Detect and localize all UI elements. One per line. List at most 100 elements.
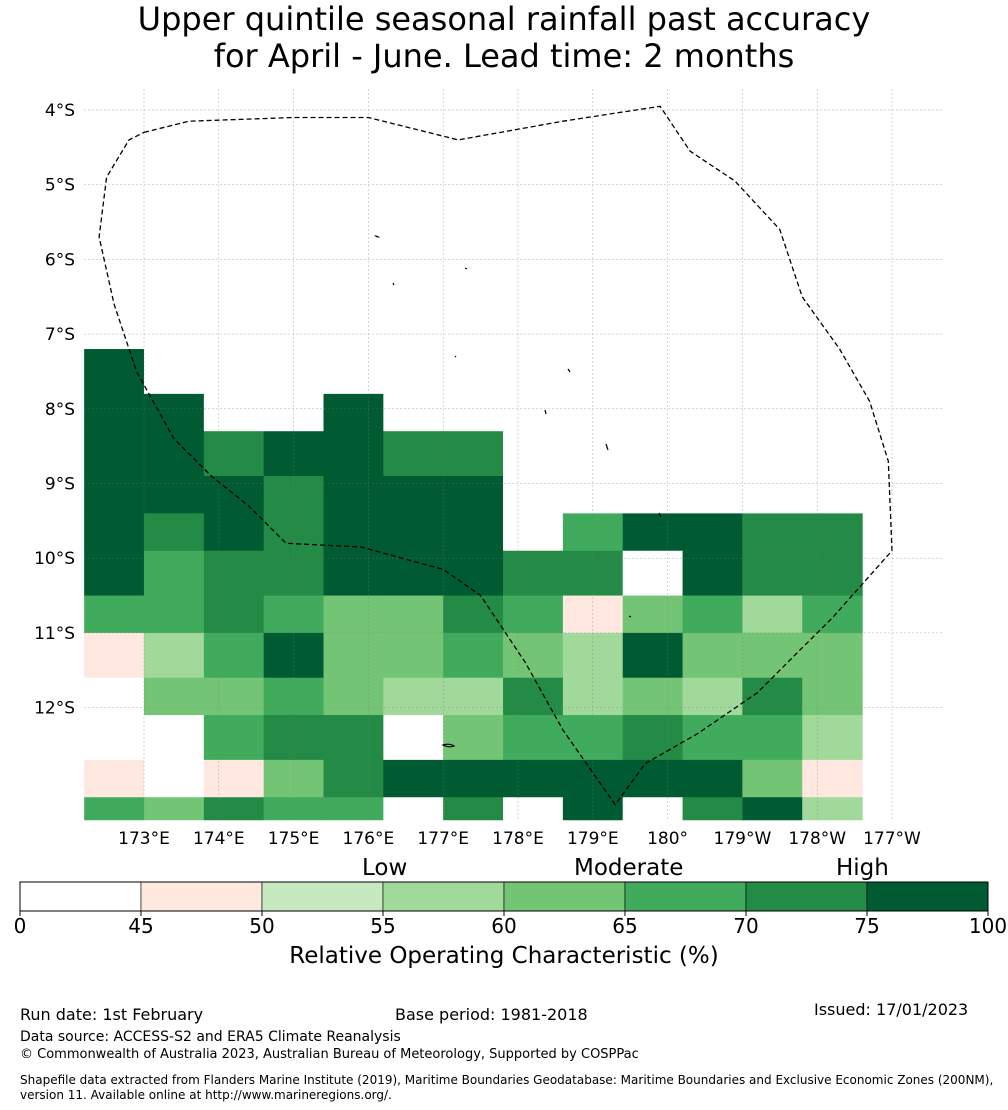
grid-cell [203,759,265,798]
grid-cell [203,595,265,634]
grid-cell [503,715,564,761]
grid-cell [443,476,504,514]
grid-cell [562,89,624,350]
grid-cell [203,797,265,821]
grid-cell [503,797,564,821]
grid-cell [742,349,803,395]
grid-cell [562,476,624,514]
colorbar-tick-label: 70 [733,914,758,938]
grid-cell [622,797,684,821]
latitude-label: 10°S [34,549,75,569]
grid-cell [562,431,624,477]
grid-cell [622,595,684,634]
grid-cell [622,759,684,798]
grid-cell [622,349,684,395]
grid-cell [622,550,684,597]
grid-cell [742,513,803,552]
grid-cell [383,550,444,597]
grid-cell [443,677,504,716]
colorbar: 0 45 50 55 60 65 70 75 100 [14,881,1007,938]
longitude-label: 173°E [118,829,170,849]
grid-cell [323,393,384,432]
grid-cell [383,89,444,350]
grid-cell [383,759,444,798]
colorbar-tick-label: 55 [370,914,395,938]
grid-cell [323,349,384,395]
grid-cell [263,349,325,395]
grid-cell [84,431,145,477]
grid-cell [323,715,384,761]
grid-cell [383,677,444,716]
grid-cell [383,632,444,679]
island-shape [605,443,609,451]
grid-cell [383,513,444,552]
grid-cell [84,476,145,514]
grid-cell [144,677,205,716]
grid-cell [682,431,743,477]
grid-cell [263,595,325,634]
grid-cell [682,393,743,432]
grid-cell [84,550,145,597]
grid-cell [802,632,863,679]
grid-cell [443,632,504,679]
grid-cell [323,89,384,350]
grid-cell [203,89,265,350]
grid-cell [802,677,863,716]
grid-cell [682,797,743,821]
grid-cell [323,632,384,679]
grid-cell [562,595,624,634]
longitude-label: 180° [647,829,688,849]
grid-cell [682,595,743,634]
longitude-labels: 173°E 174°E 175°E 176°E 177°E 178°E 179°E 180° 1… [118,829,921,849]
grid-cell [802,89,863,350]
grid-cell [84,759,145,798]
colorbar-tick-label: 0 [14,914,27,938]
grid-cell [562,677,624,716]
grid-cell [144,89,205,350]
island-shape [464,267,468,270]
grid-cell [263,476,325,514]
colorbar-tick-label: 100 [969,914,1007,938]
grid-cell [263,759,325,798]
grid-cell [323,677,384,716]
grid-cell [742,632,803,679]
latitude-label: 9°S [45,475,75,495]
grid-cell [802,715,863,761]
colorbar-category-moderate: Moderate [574,855,684,881]
colorbar-tick-label: 75 [854,914,879,938]
grid-cell [84,677,145,716]
grid-cell [742,595,803,634]
grid-cell [622,476,684,514]
latitude-labels: 4°S 5°S 6°S 7°S 8°S 9°S 10°S 11°S 12°S [34,101,75,719]
grid-cell [503,476,564,514]
grid-cell [802,431,863,477]
island-shape [441,743,456,748]
latitude-label: 4°S [45,101,75,121]
island-shape [544,409,547,415]
grid-cell [203,550,265,597]
grid-cell [443,797,504,821]
grid-cell [503,349,564,395]
grid-cell [144,513,205,552]
grid-cell [144,759,205,798]
map-title-line-1: Upper quintile seasonal rainfall past ac… [137,0,871,38]
colorbar-category-low: Low [362,855,408,881]
grid-cell [323,595,384,634]
shapefile-credit-line-2: version 11. Available online at http://w… [20,1088,392,1102]
grid-cell [562,513,624,552]
latitude-label: 12°S [34,699,75,719]
colorbar-swatch [624,881,747,912]
grid-cell [622,513,684,552]
grid-cell [503,759,564,798]
grid-cell [323,550,384,597]
grid-cell [742,89,803,350]
grid-cell [682,89,743,350]
grid-cell [503,431,564,477]
grid-cell [622,431,684,477]
grid-cell [443,349,504,395]
grid-cell [622,677,684,716]
grid-cell [742,476,803,514]
grid-cell [562,393,624,432]
grid-cell [203,632,265,679]
